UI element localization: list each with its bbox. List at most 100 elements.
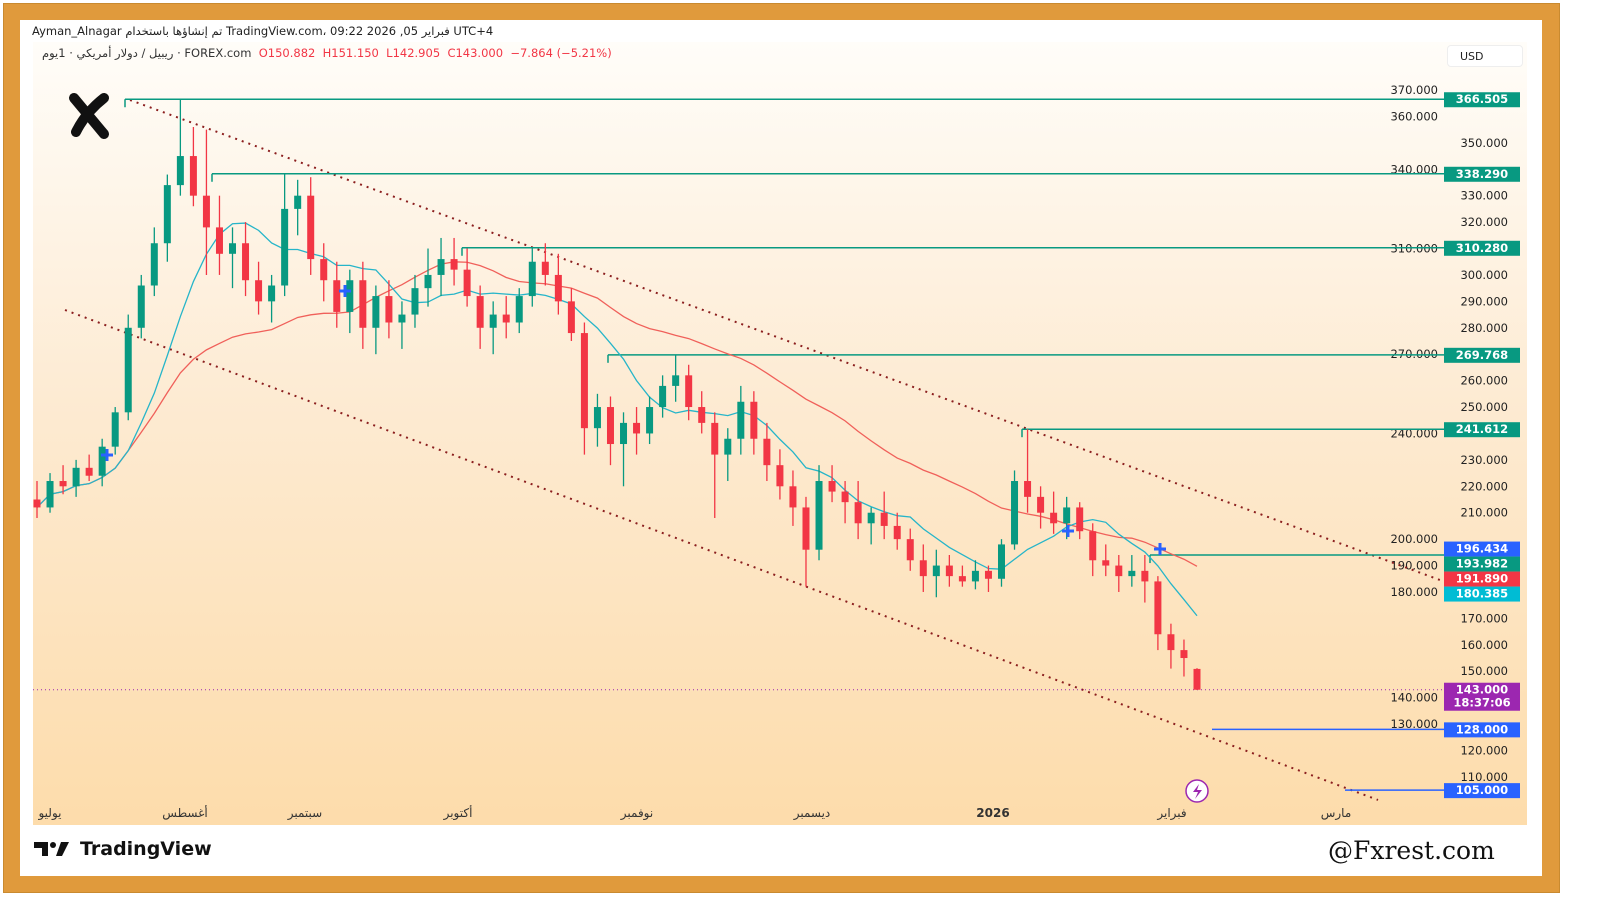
level-label: 366.505: [1456, 92, 1508, 106]
candle-body: [502, 314, 510, 323]
y-tick-label: 260.000: [1460, 374, 1508, 388]
level-label-bg: [1444, 240, 1520, 256]
y-tick-label: 290.000: [1460, 294, 1508, 308]
y-tick-label: 370.000: [1390, 83, 1438, 97]
candle-body: [841, 491, 849, 503]
y-tick-label: 190.000: [1390, 559, 1438, 573]
candle-body: [932, 565, 940, 577]
candle-body: [606, 407, 614, 445]
candle-body: [1154, 581, 1162, 635]
candle-body: [711, 422, 719, 455]
candle-body: [776, 465, 784, 487]
candle-body: [1037, 496, 1045, 513]
candle-body: [880, 512, 888, 526]
cross-marker-icon: [1062, 525, 1074, 537]
ma-fast-label-bg: [1444, 586, 1520, 602]
attribution: Ayman_Alnagar تم إنشاؤها باستخدام Tradin…: [32, 24, 494, 38]
cross-marker-icon: [101, 449, 113, 461]
candle-body: [111, 412, 119, 447]
y-tick-label: 250.000: [1460, 400, 1508, 414]
ohlc-close: C143.000: [447, 46, 504, 60]
tradingview-logo-icon: [34, 842, 69, 856]
candle-body: [59, 481, 67, 487]
candle-body: [242, 243, 250, 281]
x-tick-label: 2026: [976, 806, 1009, 820]
x-tick-label: نوفمبر: [620, 806, 653, 821]
candle-body: [567, 301, 575, 334]
currency-button[interactable]: USD: [1447, 45, 1523, 67]
y-tick-label: 210.000: [1460, 506, 1508, 520]
candle-body: [424, 274, 432, 289]
candle-body: [737, 401, 745, 439]
x-tick-label: يوليو: [37, 806, 61, 821]
target-label-bg: [1444, 783, 1520, 799]
countdown-label: 18:37:06: [1453, 696, 1510, 710]
tradingview-brand: TradingView: [80, 838, 212, 860]
candle-body: [1102, 560, 1110, 566]
candle-body: [685, 375, 693, 408]
ma-slow-label-bg: [1444, 571, 1520, 587]
candle-body: [189, 156, 197, 196]
candle-body: [919, 560, 927, 577]
candle-body: [411, 288, 419, 315]
candle-body: [85, 467, 93, 476]
candle-body: [580, 333, 588, 429]
candle-body: [789, 486, 797, 508]
candle-body: [398, 314, 406, 323]
x-tick-label: أكتوبر: [443, 805, 473, 821]
candle-body: [202, 195, 210, 228]
candle-body: [620, 422, 628, 445]
y-tick-label: 170.000: [1460, 611, 1508, 625]
candle-body: [984, 570, 992, 579]
ma-fast-label: 180.385: [1456, 587, 1508, 601]
lightning-icon[interactable]: [1185, 779, 1209, 803]
level-label: 193.982: [1456, 557, 1508, 571]
watermark: @Fxrest.com: [1328, 836, 1495, 865]
candle-body: [333, 280, 341, 312]
candle-body: [268, 285, 276, 302]
target-label: 105.000: [1456, 783, 1508, 797]
candle-body: [997, 544, 1005, 579]
y-tick-label: 330.000: [1460, 189, 1508, 203]
tradingview-logo[interactable]: TradingView: [34, 838, 212, 860]
candle-body: [437, 259, 445, 275]
ohlc-low: L142.905: [386, 46, 441, 60]
candle-body: [593, 407, 601, 429]
candle-body: [672, 375, 680, 386]
candle-body: [281, 208, 289, 286]
y-tick-label: 320.000: [1460, 215, 1508, 229]
candle-body: [1063, 507, 1071, 524]
x-tick-label: مارس: [1321, 806, 1352, 821]
candle-body: [867, 512, 875, 524]
candle-body: [307, 195, 315, 260]
candle-body: [958, 576, 966, 582]
candle-body: [1180, 650, 1188, 659]
y-tick-label: 140.000: [1390, 691, 1438, 705]
candle-body: [854, 502, 862, 524]
x-tick-label: سبتمبر: [287, 806, 322, 821]
candle-body: [163, 185, 171, 244]
symbol-name[interactable]: ريبيل / دولار أمريكي · 1يوم · FOREX.com: [42, 46, 252, 60]
last-price-label: 143.000: [1456, 683, 1508, 697]
candle-body: [528, 261, 536, 297]
y-tick-label: 340.000: [1390, 162, 1438, 176]
candle-body: [98, 446, 106, 476]
candle-body: [1011, 481, 1019, 545]
candle-body: [294, 195, 302, 209]
y-tick-label: 180.000: [1390, 585, 1438, 599]
y-tick-label: 280.000: [1460, 321, 1508, 335]
candle-body: [815, 481, 823, 550]
x-tick-label: ديسمبر: [793, 806, 831, 821]
level-label-bg: [1444, 347, 1520, 363]
y-tick-label: 230.000: [1460, 453, 1508, 467]
candle-body: [124, 327, 132, 413]
candle-body: [385, 296, 393, 323]
candle-body: [1193, 668, 1201, 690]
plot-area[interactable]: [33, 42, 1527, 825]
channel-lower-line: [64, 309, 1379, 801]
ohlc-high: H151.150: [322, 46, 379, 60]
level-label: 241.612: [1456, 422, 1508, 436]
level-label: 310.280: [1456, 241, 1508, 255]
candle-body: [346, 280, 354, 312]
candle-body: [763, 438, 771, 466]
